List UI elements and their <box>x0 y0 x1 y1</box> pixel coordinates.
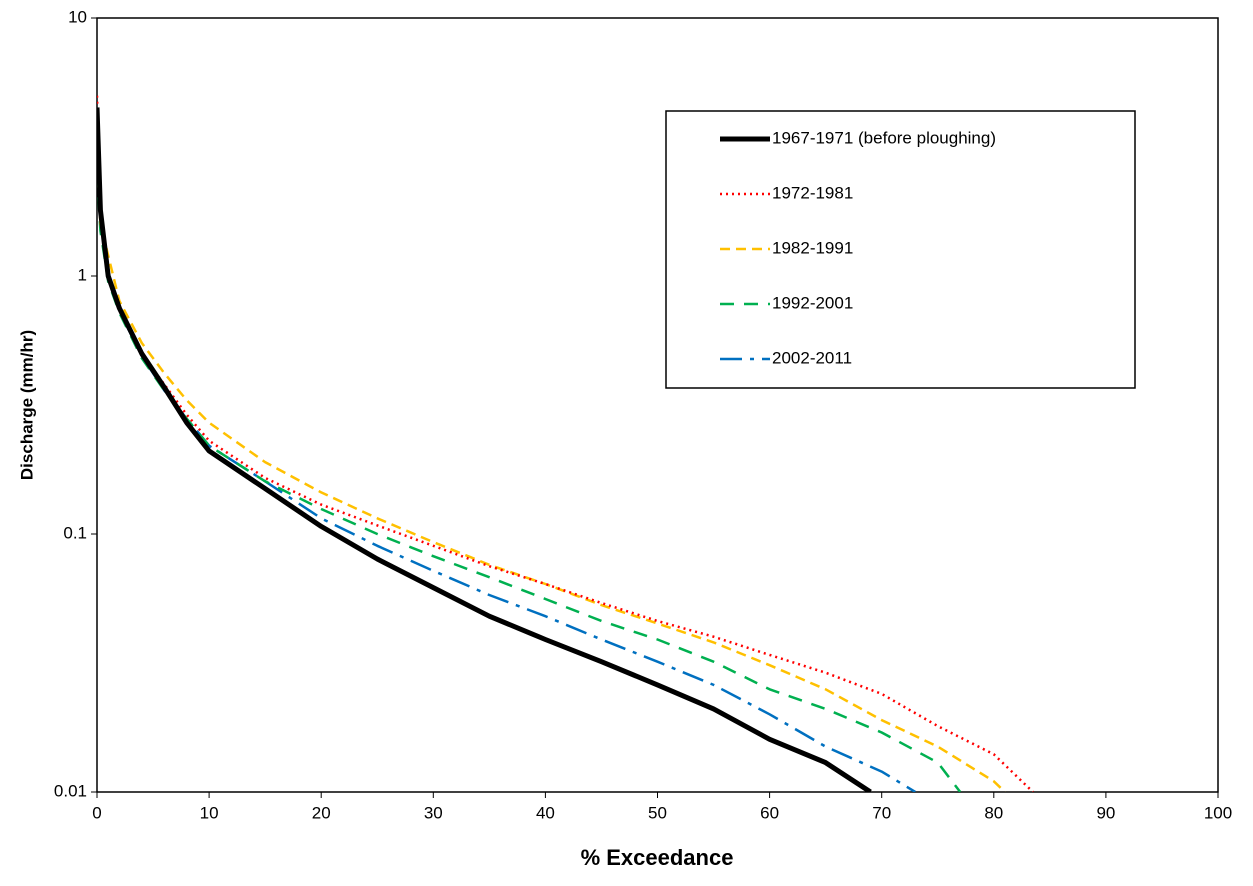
legend-label: 2002-2011 <box>772 348 852 367</box>
legend-label: 1982-1991 <box>772 238 853 257</box>
series-line <box>97 152 1006 792</box>
x-tick-label: 0 <box>92 803 101 822</box>
x-tick-label: 20 <box>312 803 331 822</box>
series-line <box>97 120 916 792</box>
x-tick-label: 30 <box>424 803 443 822</box>
legend-label: 1992-2001 <box>772 293 853 312</box>
legend-label: 1967-1971 (before ploughing) <box>772 128 996 147</box>
series-line <box>97 95 1034 792</box>
y-tick-label: 1 <box>78 265 87 284</box>
series-line <box>97 173 962 792</box>
x-tick-label: 60 <box>760 803 779 822</box>
x-tick-label: 10 <box>200 803 219 822</box>
x-tick-label: 50 <box>648 803 667 822</box>
y-tick-label: 0.01 <box>54 781 87 800</box>
legend-label: 1972-1981 <box>772 183 853 202</box>
series-line <box>97 107 872 792</box>
x-tick-label: 40 <box>536 803 555 822</box>
x-tick-label: 90 <box>1096 803 1115 822</box>
y-tick-label: 0.1 <box>63 523 87 542</box>
y-tick-label: 10 <box>68 7 87 26</box>
x-axis-title: % Exceedance <box>581 845 734 870</box>
x-tick-label: 80 <box>984 803 1003 822</box>
x-tick-label: 70 <box>872 803 891 822</box>
x-tick-label: 100 <box>1204 803 1232 822</box>
y-axis-title: Discharge (mm/hr) <box>17 330 36 480</box>
